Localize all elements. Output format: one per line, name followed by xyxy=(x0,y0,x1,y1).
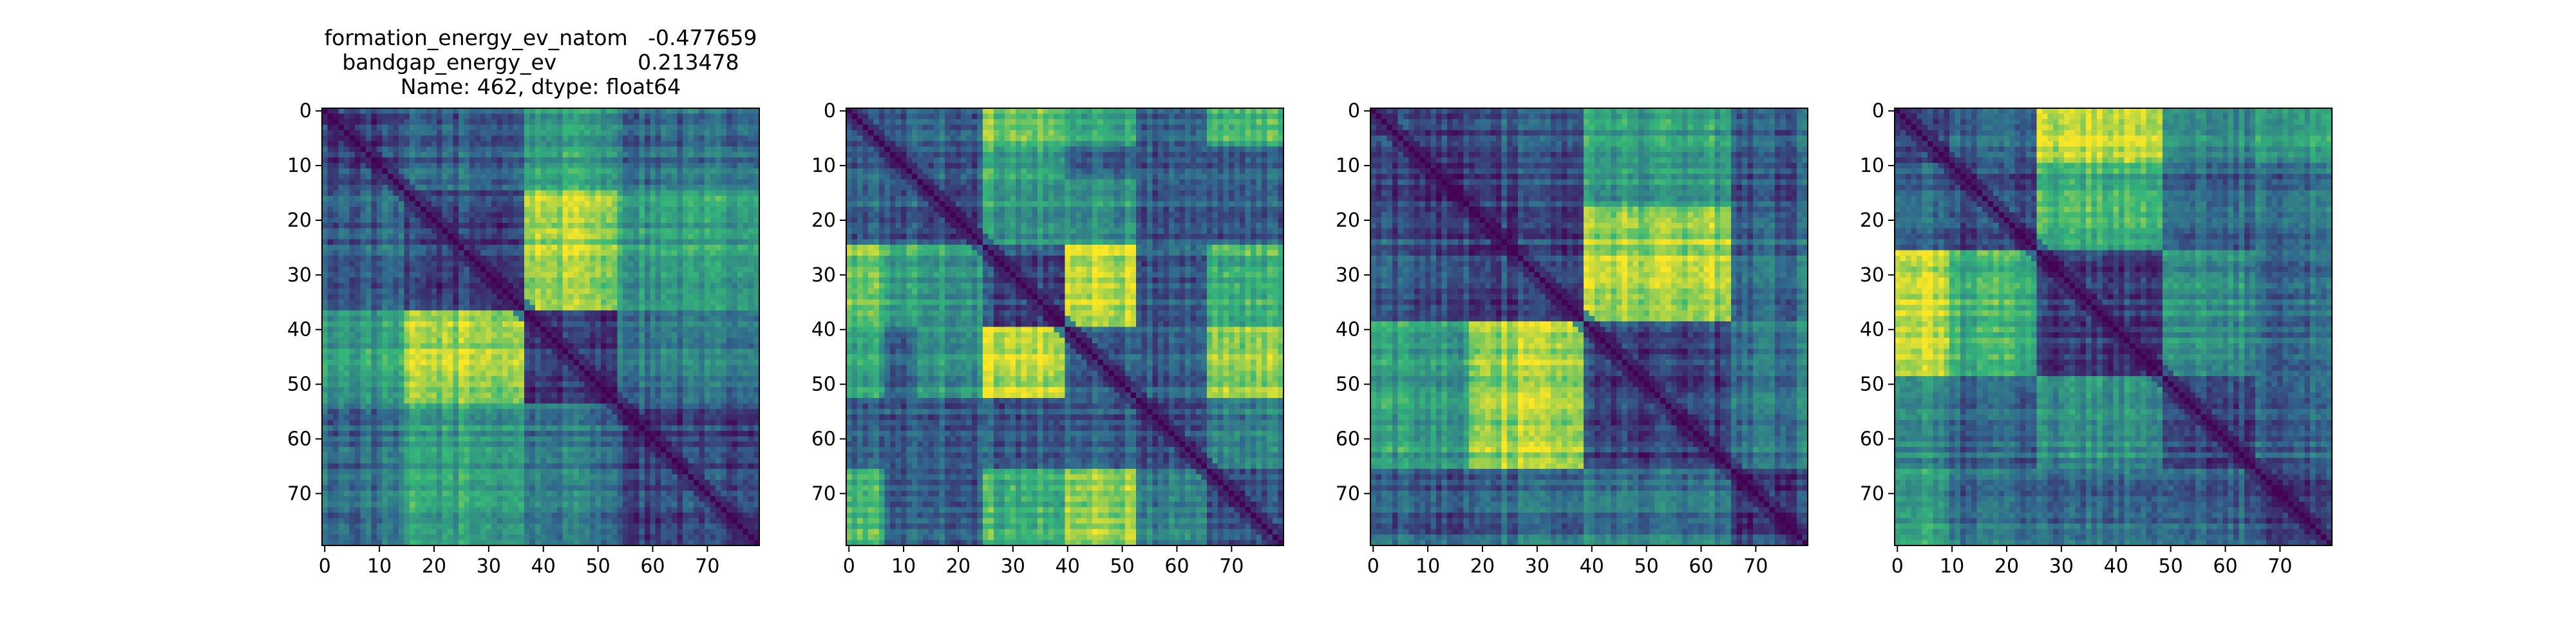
x-tick-label: 0 xyxy=(1367,555,1379,578)
x-tick-label: 20 xyxy=(946,555,971,578)
x-tick-label: 40 xyxy=(531,555,556,578)
y-tick-label: 30 xyxy=(1336,264,1360,287)
y-tick-label: 0 xyxy=(1348,100,1360,122)
y-tick-label: 0 xyxy=(1872,100,1884,122)
x-tick-label: 30 xyxy=(1525,555,1549,578)
x-tick-label: 30 xyxy=(1001,555,1025,578)
x-tick-label: 60 xyxy=(1164,555,1189,578)
y-tick-label: 40 xyxy=(811,319,836,341)
axes-3: 0 10 20 30 40 50 60 70 0 10 20 30 40 50 60 70 xyxy=(1336,100,1808,578)
axes-frame xyxy=(1894,108,2333,546)
x-tick-label: 30 xyxy=(477,555,501,578)
y-tick-label: 50 xyxy=(1336,374,1360,396)
title-line-2: bandgap_energy_ev 0.213478 xyxy=(342,50,739,75)
y-tick-label: 20 xyxy=(287,209,312,232)
x-tick-label: 30 xyxy=(2049,555,2074,578)
x-tick-label: 10 xyxy=(367,555,392,578)
x-tick-label: 0 xyxy=(319,555,331,578)
x-tick-label: 0 xyxy=(1891,555,1904,578)
x-tick-label: 0 xyxy=(843,555,855,578)
x-tick-label: 20 xyxy=(1470,555,1495,578)
y-tick-label: 50 xyxy=(287,374,312,396)
axes-frame xyxy=(846,108,1284,546)
x-tick-label: 50 xyxy=(1110,555,1135,578)
x-tick-label: 20 xyxy=(1994,555,2019,578)
y-tick-label: 20 xyxy=(1336,209,1360,232)
x-tick-label: 70 xyxy=(1743,555,1768,578)
y-tick-label: 0 xyxy=(824,100,836,122)
title-line-3: Name: 462, dtype: float64 xyxy=(400,74,681,99)
axes-4: 0 10 20 30 40 50 60 70 0 10 20 30 40 50 60 70 xyxy=(1860,100,2333,578)
x-tick-label: 60 xyxy=(2213,555,2237,578)
x-tick-label: 50 xyxy=(586,555,611,578)
y-tick-label: 10 xyxy=(1336,155,1360,177)
y-tick-label: 60 xyxy=(1860,428,1884,450)
axes-frame xyxy=(1370,108,1808,546)
y-tick-label: 10 xyxy=(287,155,312,177)
heatmap-1 xyxy=(322,108,759,545)
y-tick-label: 30 xyxy=(811,264,836,287)
y-tick-label: 20 xyxy=(1860,209,1884,232)
y-tick-label: 70 xyxy=(287,482,312,505)
y-tick-label: 70 xyxy=(811,482,836,505)
y-tick-label: 50 xyxy=(1860,374,1884,396)
x-tick-label: 70 xyxy=(2268,555,2292,578)
y-tick-label: 40 xyxy=(287,319,312,341)
heatmap-3 xyxy=(1370,108,1808,545)
chart-title: formation_energy_ev_natom -0.477659 band… xyxy=(322,26,759,103)
y-tick-label: 60 xyxy=(287,428,312,450)
x-tick-label: 60 xyxy=(640,555,665,578)
y-tick-label: 10 xyxy=(811,155,836,177)
axes-1: 0 10 20 30 40 50 60 70 0 10 20 30 40 50 60 70 xyxy=(287,100,760,578)
x-tick-label: 20 xyxy=(422,555,446,578)
axes-2: 0 10 20 30 40 50 60 70 0 10 20 30 40 50 60 70 xyxy=(811,100,1284,578)
y-tick-label: 40 xyxy=(1860,319,1884,341)
x-tick-label: 60 xyxy=(1689,555,1713,578)
y-tick-label: 10 xyxy=(1860,155,1884,177)
y-tick-label: 60 xyxy=(1336,428,1360,450)
x-tick-label: 50 xyxy=(2159,555,2183,578)
y-tick-label: 0 xyxy=(299,100,312,122)
y-tick-label: 30 xyxy=(287,264,312,287)
y-tick-label: 30 xyxy=(1860,264,1884,287)
heatmap-2 xyxy=(846,108,1283,545)
x-tick-label: 10 xyxy=(891,555,916,578)
x-tick-label: 40 xyxy=(1056,555,1080,578)
x-tick-label: 40 xyxy=(2104,555,2128,578)
y-tick-label: 60 xyxy=(811,428,836,450)
x-tick-label: 50 xyxy=(1634,555,1659,578)
title-line-1: formation_energy_ev_natom -0.477659 xyxy=(324,25,757,50)
x-tick-label: 40 xyxy=(1580,555,1604,578)
y-tick-label: 70 xyxy=(1860,482,1884,505)
y-tick-label: 70 xyxy=(1336,482,1360,505)
x-tick-label: 10 xyxy=(1416,555,1440,578)
y-tick-label: 20 xyxy=(811,209,836,232)
x-tick-label: 10 xyxy=(1940,555,1964,578)
axes-frame xyxy=(321,108,760,546)
y-tick-label: 50 xyxy=(811,374,836,396)
y-tick-label: 40 xyxy=(1336,319,1360,341)
heatmap-4 xyxy=(1895,108,2332,545)
x-tick-label: 70 xyxy=(1219,555,1244,578)
x-tick-label: 70 xyxy=(695,555,719,578)
